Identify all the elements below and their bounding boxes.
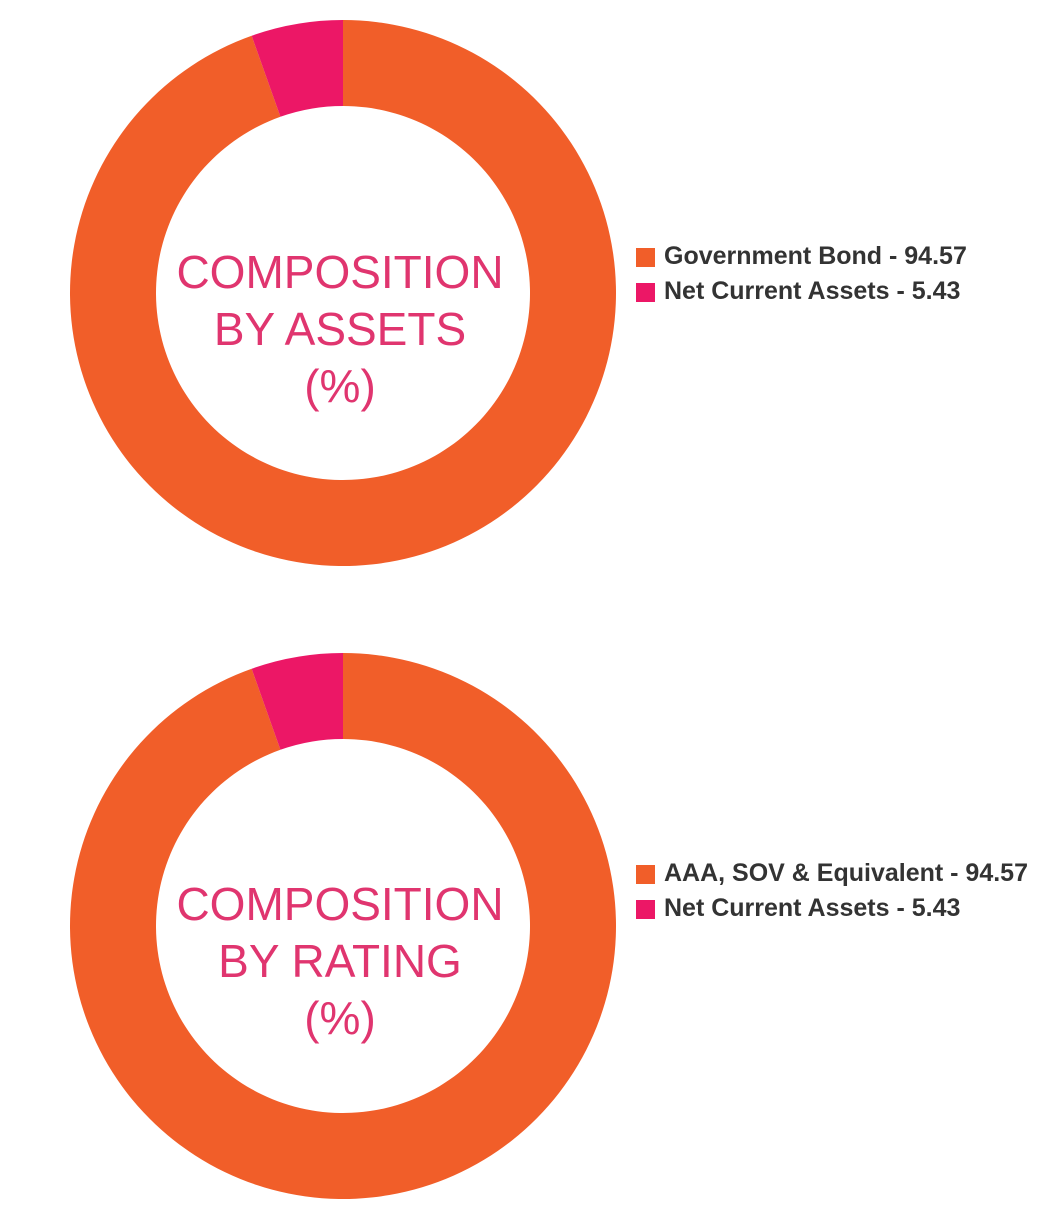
rating-legend-item-net-current-assets: Net Current Assets - 5.43 <box>636 892 1036 925</box>
rating-title-line-1: COMPOSITION <box>176 878 504 930</box>
donut-slice-net-current-assets <box>251 20 343 117</box>
assets-chart-title: COMPOSITION BY ASSETS (%) <box>140 244 540 415</box>
rating-legend: AAA, SOV & Equivalent - 94.57 Net Curren… <box>636 857 1036 927</box>
assets-title-line-1: COMPOSITION <box>176 246 504 298</box>
assets-legend-item-net-current-assets: Net Current Assets - 5.43 <box>636 275 1036 308</box>
legend-label-net-current-assets: Net Current Assets - 5.43 <box>664 277 961 305</box>
composition-by-rating-chart: COMPOSITION BY RATING (%) AAA, SOV & Equ… <box>0 643 1051 1203</box>
legend-swatch-government-bond <box>636 248 655 267</box>
rating-chart-title: COMPOSITION BY RATING (%) <box>140 876 540 1047</box>
rating-title-line-3: (%) <box>304 992 376 1044</box>
assets-donut <box>69 20 616 566</box>
donut-slice-net-current-assets <box>251 653 343 750</box>
rating-legend-item-aaa-sov: AAA, SOV & Equivalent - 94.57 <box>636 857 1036 890</box>
donut-slice-aaa-sov-equivalent <box>69 653 616 1199</box>
rating-title-line-2: BY RATING <box>218 935 462 987</box>
donut-slice-government-bond <box>69 20 616 566</box>
assets-title-line-3: (%) <box>304 360 376 412</box>
assets-legend-item-government-bond: Government Bond - 94.57 <box>636 240 1036 273</box>
legend-swatch-aaa-sov <box>636 865 655 884</box>
assets-title-line-2: BY ASSETS <box>213 303 467 355</box>
rating-donut <box>69 653 616 1199</box>
legend-label-government-bond: Government Bond - 94.57 <box>664 242 967 270</box>
legend-swatch-net-current-assets <box>636 900 655 919</box>
composition-by-assets-chart: COMPOSITION BY ASSETS (%) Government Bon… <box>0 10 1051 570</box>
legend-label-net-current-assets: Net Current Assets - 5.43 <box>664 894 961 922</box>
assets-legend: Government Bond - 94.57 Net Current Asse… <box>636 240 1036 310</box>
legend-label-aaa-sov: AAA, SOV & Equivalent - 94.57 <box>664 859 1028 887</box>
legend-swatch-net-current-assets <box>636 283 655 302</box>
